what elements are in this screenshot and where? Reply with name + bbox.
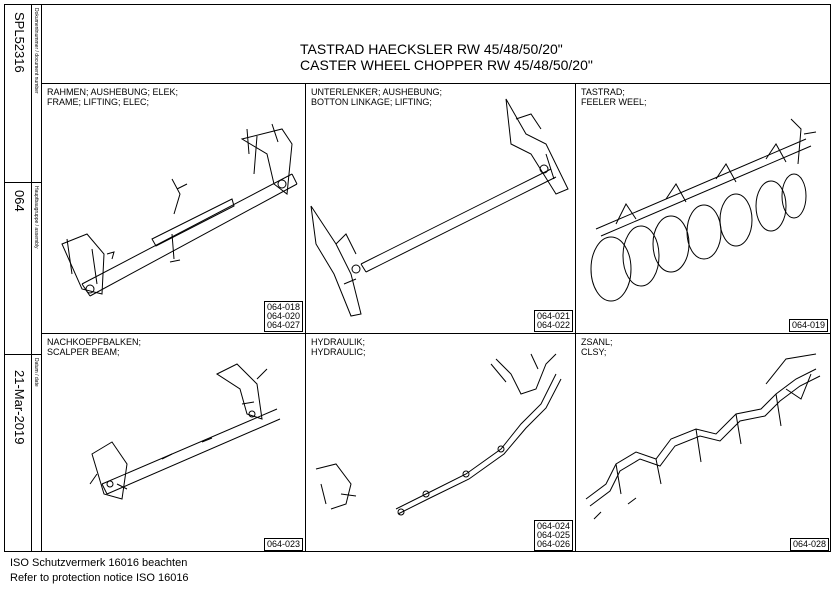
feeler-wheel-drawing	[590, 118, 817, 302]
document-number-label: Dokumentnummer / document number	[33, 8, 39, 94]
document-number: SPL52316	[12, 12, 27, 73]
panel-caption: ZSANL; CLSY;	[581, 337, 613, 357]
document-date: 21-Mar-2019	[12, 370, 27, 445]
panel-scalper-beam[interactable]: NACHKOEPFBALKEN; SCALPER BEAM; 064-023	[42, 334, 306, 552]
title-english: CASTER WHEEL CHOPPER RW 45/48/50/20"	[300, 57, 593, 73]
side-divider	[4, 354, 42, 355]
protection-notice-english: Refer to protection notice ISO 16016	[10, 572, 189, 584]
side-label-column	[31, 4, 42, 552]
side-strip: SPL52316 Dokumentnummer / document numbe…	[4, 4, 42, 552]
panel-frame[interactable]: RAHMEN; AUSHEBUNG; ELEK; FRAME; LIFTING;…	[42, 84, 306, 334]
panel-caption: RAHMEN; AUSHEBUNG; ELEK; FRAME; LIFTING;…	[47, 87, 179, 107]
part-code-box: 064-024 064-025 064-026	[533, 520, 573, 551]
part-code-box: 064-023	[263, 538, 303, 551]
part-code-box: 064-018 064-020 064-027	[263, 301, 303, 332]
side-divider	[4, 182, 42, 183]
hydraulic-drawing	[315, 353, 562, 516]
scalper-beam-drawing	[89, 363, 281, 500]
date-label: Datum / date	[33, 358, 39, 387]
frame-drawing	[61, 123, 298, 297]
panel-caption: HYDRAULIK; HYDRAULIC;	[311, 337, 366, 357]
part-code-box: 064-021 064-022	[533, 310, 573, 332]
clsy-drawing	[585, 353, 821, 520]
panel-hydraulic[interactable]: HYDRAULIK; HYDRAULIC; 064-024 064-025 06…	[306, 334, 576, 552]
panel-bottom-linkage[interactable]: UNTERLENKER; AUSHEBUNG; BOTTON LINKAGE; …	[306, 84, 576, 334]
panel-caption: NACHKOEPFBALKEN; SCALPER BEAM;	[47, 337, 142, 357]
panel-caption: UNTERLENKER; AUSHEBUNG; BOTTON LINKAGE; …	[311, 87, 443, 107]
part-code-box: 064-028	[789, 538, 829, 551]
assembly-number: 064	[12, 190, 27, 212]
panel-clsy[interactable]: ZSANL; CLSY; 064-028	[576, 334, 831, 552]
linkage-drawing	[310, 98, 569, 317]
assembly-label: Hauptbaugruppe / assembly	[33, 186, 39, 249]
part-code-box: 064-019	[788, 319, 828, 332]
panel-feeler-wheel[interactable]: TASTRAD; FEELER WEEL; 064-019	[576, 84, 831, 334]
protection-notice-german: ISO Schutzvermerk 16016 beachten	[10, 557, 188, 569]
title-german: TASTRAD HAECKSLER RW 45/48/50/20"	[300, 41, 563, 57]
panel-caption: TASTRAD; FEELER WEEL;	[581, 87, 647, 107]
title-block: TASTRAD HAECKSLER RW 45/48/50/20" CASTER…	[42, 4, 831, 84]
